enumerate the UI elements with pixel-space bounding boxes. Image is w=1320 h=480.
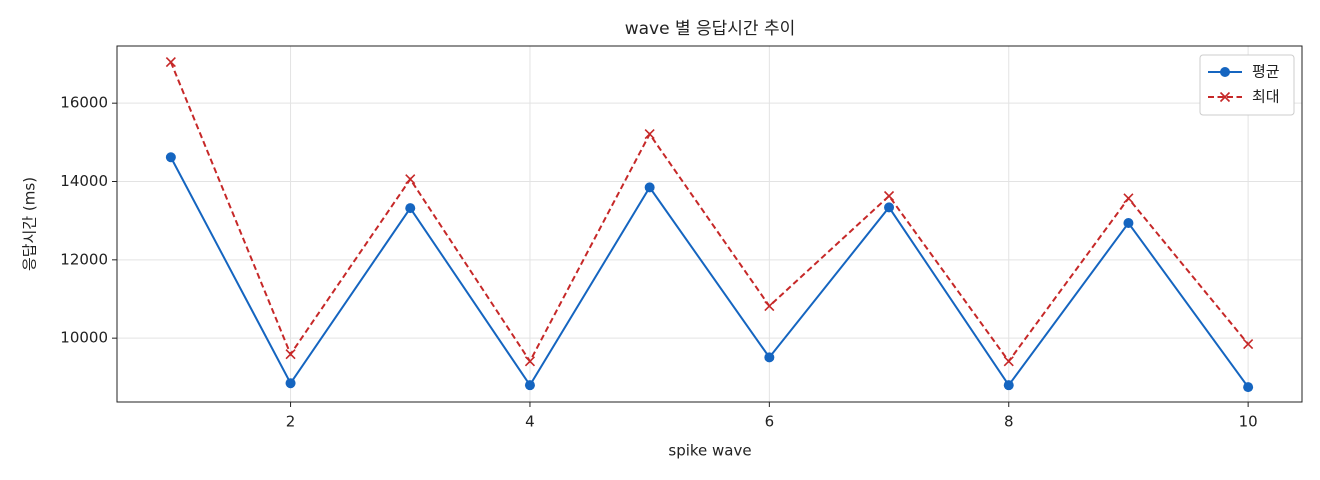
marker — [165, 152, 176, 163]
series-line — [169, 156, 1249, 388]
marker — [644, 182, 655, 193]
marker — [285, 378, 296, 389]
marker — [1123, 218, 1134, 229]
y-tick-label: 14000 — [60, 172, 108, 190]
x-tick-label: 4 — [525, 413, 535, 431]
marker — [524, 356, 536, 367]
marker — [883, 190, 895, 202]
marker — [405, 203, 416, 214]
marker — [884, 202, 895, 213]
series-line — [169, 61, 1249, 364]
y-tick-label: 10000 — [60, 329, 108, 347]
marker — [764, 300, 775, 312]
marker — [1123, 193, 1134, 204]
legend-label: 최대 — [1252, 88, 1280, 106]
marker — [644, 129, 655, 140]
x-tick-label: 2 — [286, 413, 296, 431]
marker — [764, 352, 775, 363]
x-tick-label: 10 — [1239, 413, 1258, 431]
legend-marker — [1219, 91, 1231, 103]
y-axis-label: 응답시간 (ms) — [21, 177, 39, 271]
marker — [285, 349, 296, 360]
marker — [1003, 380, 1014, 391]
x-axis-label: spike wave — [668, 442, 751, 460]
x-tick-label: 8 — [1004, 413, 1014, 431]
marker — [1243, 382, 1254, 393]
marker — [165, 56, 176, 68]
y-tick-label: 12000 — [60, 250, 108, 268]
marker — [1003, 356, 1014, 367]
y-tick-label: 16000 — [60, 94, 108, 112]
legend-label: 평균 — [1252, 63, 1280, 81]
x-tick-label: 6 — [765, 413, 775, 431]
legend-frame — [1199, 54, 1295, 116]
plot-frame — [116, 45, 1303, 403]
legend-marker — [1220, 67, 1230, 77]
marker — [405, 174, 416, 185]
marker — [1243, 338, 1254, 350]
marker — [524, 380, 535, 391]
chart-title: wave 별 응답시간 추이 — [625, 19, 796, 39]
